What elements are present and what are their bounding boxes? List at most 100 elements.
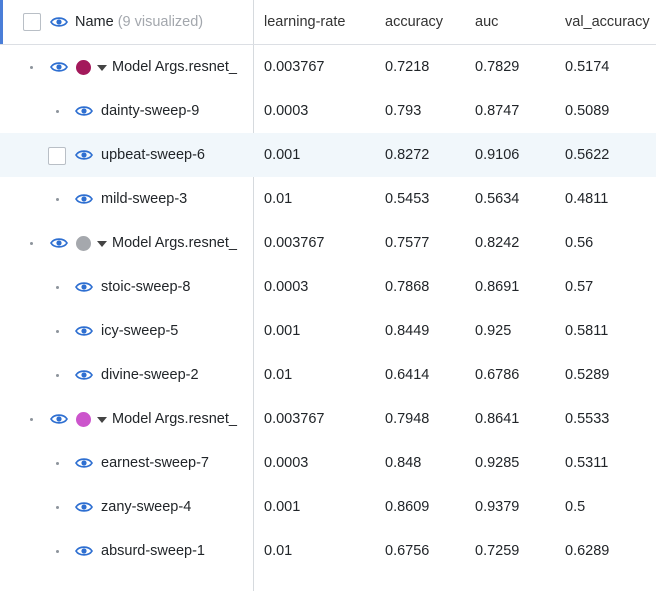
eye-icon[interactable]	[75, 193, 93, 205]
auc-cell: 0.9106	[475, 147, 520, 163]
run-name[interactable]: mild-sweep-3	[101, 191, 188, 207]
chevron-down-icon[interactable]	[97, 65, 107, 71]
run-row[interactable]: dainty-sweep-9 0.0003 0.793 0.8747 0.5089	[0, 89, 656, 133]
auc-column-header[interactable]: auc	[475, 14, 499, 30]
run-name[interactable]: earnest-sweep-7	[101, 455, 209, 471]
learning-rate-cell: 0.001	[264, 323, 301, 339]
learning-rate-cell: 0.01	[264, 191, 293, 207]
learning-rate-cell: 0.0003	[264, 455, 309, 471]
chevron-down-icon[interactable]	[97, 241, 107, 247]
accuracy-cell: 0.793	[385, 103, 422, 119]
tree-bullet	[56, 506, 59, 509]
accuracy-cell: 0.7868	[385, 279, 430, 295]
accuracy-cell: 0.6414	[385, 367, 430, 383]
learning-rate-cell: 0.003767	[264, 59, 325, 75]
auc-cell: 0.8641	[475, 411, 520, 427]
run-row[interactable]: mild-sweep-3 0.01 0.5453 0.5634 0.4811	[0, 177, 656, 221]
accuracy-cell: 0.8449	[385, 323, 430, 339]
accuracy-cell: 0.8272	[385, 147, 430, 163]
run-name[interactable]: upbeat-sweep-6	[101, 147, 205, 163]
row-select-checkbox[interactable]	[48, 147, 66, 165]
run-row[interactable]: divine-sweep-2 0.01 0.6414 0.6786 0.5289	[0, 353, 656, 397]
accuracy-column-header[interactable]: accuracy	[385, 14, 444, 30]
auc-cell: 0.7829	[475, 59, 520, 75]
group-row[interactable]: Model Args.resnet_ 0.003767 0.7577 0.8242 0.…	[0, 221, 656, 265]
group-color-swatch[interactable]	[76, 236, 91, 251]
tree-bullet	[30, 66, 33, 69]
tree-bullet	[56, 198, 59, 201]
auc-cell: 0.9379	[475, 499, 520, 515]
learning-rate-cell: 0.003767	[264, 411, 325, 427]
group-row[interactable]: Model Args.resnet_ 0.003767 0.7948 0.8641 0.…	[0, 397, 656, 441]
group-row[interactable]: Model Args.resnet_ 0.003767 0.7218 0.7829 0.…	[0, 45, 656, 89]
eye-icon[interactable]	[50, 61, 68, 73]
val-accuracy-cell: 0.5	[565, 499, 586, 515]
val-accuracy-cell: 0.5533	[565, 411, 610, 427]
tree-bullet	[56, 286, 59, 289]
run-name[interactable]: icy-sweep-5	[101, 323, 179, 339]
run-name[interactable]: stoic-sweep-8	[101, 279, 191, 295]
chevron-down-icon[interactable]	[97, 417, 107, 423]
eye-icon[interactable]	[50, 413, 68, 425]
run-row[interactable]: stoic-sweep-8 0.0003 0.7868 0.8691 0.57	[0, 265, 656, 309]
val-accuracy-cell: 0.5311	[565, 455, 609, 471]
eye-icon[interactable]	[50, 16, 68, 28]
learning-rate-column-header[interactable]: learning-rate	[264, 14, 346, 30]
val-accuracy-cell: 0.6289	[565, 543, 610, 559]
val-accuracy-cell: 0.5174	[565, 59, 610, 75]
eye-icon[interactable]	[75, 149, 93, 161]
tree-bullet	[56, 330, 59, 333]
selection-accent-bar	[0, 0, 3, 44]
runs-table: Name (9 visualized) learning-rate accura…	[0, 0, 656, 573]
eye-icon[interactable]	[75, 369, 93, 381]
name-column-header[interactable]: Name (9 visualized)	[75, 0, 203, 44]
visualized-count: (9 visualized)	[117, 14, 204, 30]
run-row[interactable]: earnest-sweep-7 0.0003 0.848 0.9285 0.5311	[0, 441, 656, 485]
table-header-row: Name (9 visualized) learning-rate accura…	[0, 0, 656, 45]
run-row[interactable]: absurd-sweep-1 0.01 0.6756 0.7259 0.6289	[0, 529, 656, 573]
tree-bullet	[56, 462, 59, 465]
run-row[interactable]: icy-sweep-5 0.001 0.8449 0.925 0.5811	[0, 309, 656, 353]
auc-cell: 0.8691	[475, 279, 520, 295]
auc-cell: 0.6786	[475, 367, 520, 383]
learning-rate-cell: 0.001	[264, 499, 301, 515]
accuracy-cell: 0.848	[385, 455, 422, 471]
group-name[interactable]: Model Args.resnet_	[112, 235, 237, 251]
accuracy-cell: 0.7218	[385, 59, 430, 75]
val-accuracy-column-header[interactable]: val_accuracy	[565, 14, 650, 30]
group-color-swatch[interactable]	[76, 60, 91, 75]
column-divider[interactable]	[253, 0, 254, 591]
accuracy-cell: 0.7948	[385, 411, 430, 427]
eye-icon[interactable]	[75, 281, 93, 293]
group-color-swatch[interactable]	[76, 412, 91, 427]
table-body: Model Args.resnet_ 0.003767 0.7218 0.7829 0.…	[0, 45, 656, 573]
accuracy-cell: 0.6756	[385, 543, 430, 559]
val-accuracy-cell: 0.5289	[565, 367, 610, 383]
val-accuracy-cell: 0.57	[565, 279, 594, 295]
run-name[interactable]: absurd-sweep-1	[101, 543, 205, 559]
run-name[interactable]: divine-sweep-2	[101, 367, 199, 383]
run-row[interactable]: upbeat-sweep-6 0.001 0.8272 0.9106 0.5622	[0, 133, 656, 177]
tree-bullet	[30, 418, 33, 421]
select-all-checkbox[interactable]	[23, 13, 41, 31]
eye-icon[interactable]	[75, 501, 93, 513]
tree-bullet	[56, 110, 59, 113]
learning-rate-cell: 0.0003	[264, 279, 309, 295]
group-name[interactable]: Model Args.resnet_	[112, 59, 237, 75]
eye-icon[interactable]	[50, 237, 68, 249]
run-name[interactable]: zany-sweep-4	[101, 499, 192, 515]
name-header-label: Name	[75, 14, 114, 30]
auc-cell: 0.8747	[475, 103, 520, 119]
run-row[interactable]: zany-sweep-4 0.001 0.8609 0.9379 0.5	[0, 485, 656, 529]
eye-icon[interactable]	[75, 105, 93, 117]
accuracy-cell: 0.8609	[385, 499, 430, 515]
learning-rate-cell: 0.01	[264, 543, 293, 559]
learning-rate-cell: 0.0003	[264, 103, 309, 119]
run-name[interactable]: dainty-sweep-9	[101, 103, 200, 119]
val-accuracy-cell: 0.56	[565, 235, 594, 251]
group-name[interactable]: Model Args.resnet_	[112, 411, 237, 427]
eye-icon[interactable]	[75, 457, 93, 469]
auc-cell: 0.7259	[475, 543, 520, 559]
eye-icon[interactable]	[75, 545, 93, 557]
eye-icon[interactable]	[75, 325, 93, 337]
